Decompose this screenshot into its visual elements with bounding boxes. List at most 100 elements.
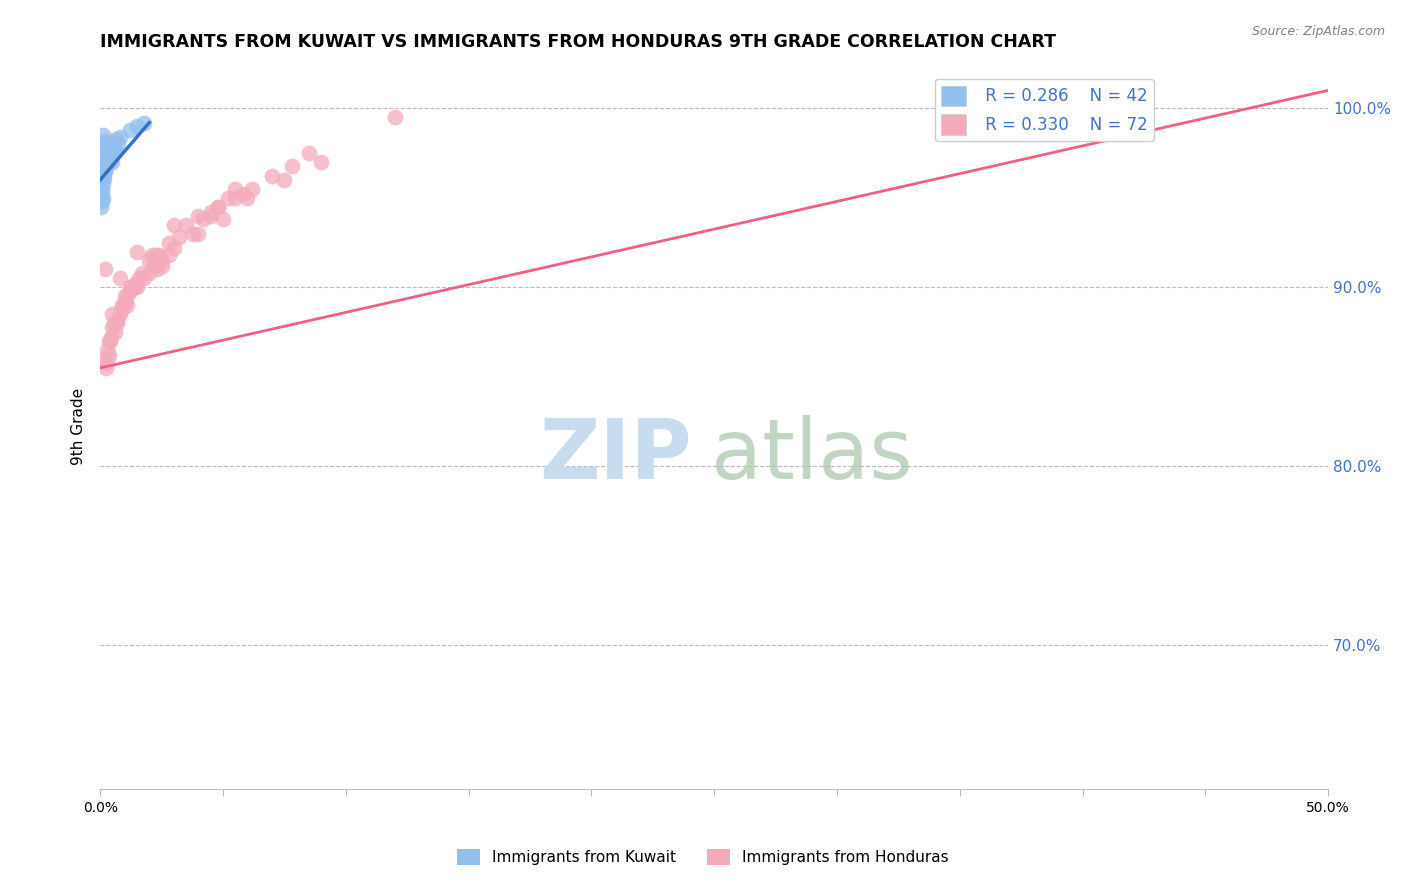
Point [91, 177, 114, 191]
Point [232, 187, 254, 202]
Point [93, 164, 115, 178]
Point [114, 294, 136, 309]
Point [309, 155, 332, 169]
Text: Source: ZipAtlas.com: Source: ZipAtlas.com [1251, 25, 1385, 38]
Point [98, 334, 121, 348]
Point [100, 145, 122, 159]
Point [280, 159, 302, 173]
Text: ZIP: ZIP [540, 415, 692, 496]
Point [114, 289, 136, 303]
Point [125, 244, 148, 259]
Point [101, 307, 124, 321]
Point [150, 259, 173, 273]
Point [90, 200, 112, 214]
Point [96, 137, 118, 152]
Point [128, 271, 150, 285]
Point [124, 277, 146, 291]
Point [141, 248, 163, 262]
Point [115, 298, 138, 312]
Point [101, 319, 124, 334]
Point [187, 209, 209, 223]
Point [108, 307, 131, 321]
Point [200, 205, 222, 219]
Point [96, 343, 118, 357]
Point [96, 355, 118, 369]
Point [115, 289, 138, 303]
Point [103, 136, 125, 150]
Point [131, 266, 153, 280]
Point [100, 330, 122, 344]
Point [91, 128, 114, 142]
Point [384, 110, 406, 124]
Point [93, 141, 115, 155]
Point [134, 115, 156, 129]
Point [273, 173, 295, 187]
Point [94, 134, 117, 148]
Point [93, 166, 115, 180]
Point [101, 141, 124, 155]
Point [94, 162, 117, 177]
Point [90, 194, 112, 209]
Point [103, 316, 125, 330]
Point [187, 227, 209, 241]
Point [143, 259, 166, 273]
Point [118, 284, 141, 298]
Point [224, 182, 246, 196]
Point [193, 212, 215, 227]
Point [96, 152, 118, 166]
Point [114, 294, 136, 309]
Point [163, 218, 186, 232]
Point [105, 132, 128, 146]
Point [100, 139, 122, 153]
Point [157, 235, 180, 250]
Point [96, 157, 118, 171]
Point [111, 301, 134, 316]
Point [148, 248, 170, 262]
Point [260, 169, 283, 184]
Point [145, 262, 167, 277]
Point [111, 298, 134, 312]
Point [94, 262, 117, 277]
Point [97, 150, 120, 164]
Point [217, 191, 239, 205]
Point [143, 259, 166, 273]
Point [101, 155, 124, 169]
Point [97, 348, 120, 362]
Point [200, 209, 222, 223]
Point [107, 137, 129, 152]
Point [91, 191, 114, 205]
Point [118, 280, 141, 294]
Point [103, 146, 125, 161]
Point [298, 146, 321, 161]
Point [138, 266, 160, 280]
Point [94, 159, 117, 173]
Point [93, 351, 115, 366]
Point [96, 153, 118, 168]
Point [91, 169, 114, 184]
Point [174, 218, 197, 232]
Point [212, 212, 235, 227]
Point [91, 159, 114, 173]
Point [98, 155, 121, 169]
Point [145, 248, 167, 262]
Point [242, 182, 264, 196]
Point [224, 191, 246, 205]
Point [105, 316, 128, 330]
Point [124, 280, 146, 294]
Point [134, 271, 156, 285]
Legend: Immigrants from Kuwait, Immigrants from Honduras: Immigrants from Kuwait, Immigrants from … [451, 843, 955, 871]
Point [104, 143, 127, 157]
Point [91, 168, 114, 182]
Point [98, 152, 121, 166]
Point [98, 334, 121, 348]
Point [125, 280, 148, 294]
Point [236, 191, 259, 205]
Point [125, 119, 148, 133]
Point [100, 152, 122, 166]
Point [105, 312, 128, 326]
Y-axis label: 9th Grade: 9th Grade [72, 387, 86, 465]
Point [104, 325, 127, 339]
Point [207, 200, 229, 214]
Point [98, 148, 121, 162]
Point [121, 280, 143, 294]
